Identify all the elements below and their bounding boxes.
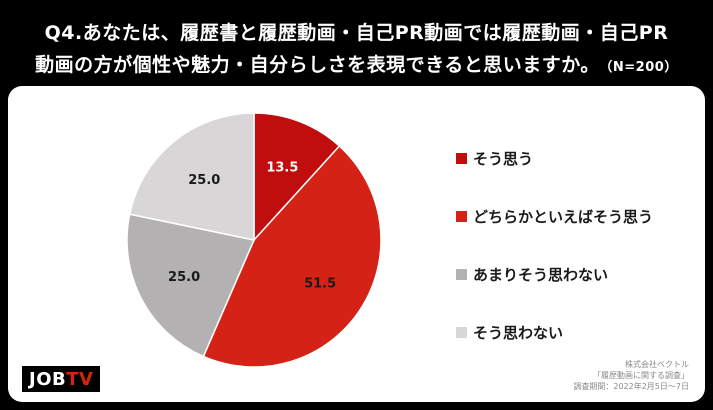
legend-item-2: どちらかといえばそう思う [456,204,653,228]
legend-label-1: そう思う [473,149,534,168]
pie-chart: 13.5 51.5 25.0 25.0 [126,112,382,368]
pie-value-label-1: 13.5 [266,161,298,176]
pie-value-label-4: 25.0 [188,173,220,188]
legend-item-4: そう思わない [456,320,563,344]
source-survey: 「履歴動画に関する調査」 [593,371,689,380]
chart-title-line1: Q4.あなたは、履歴書と履歴動画・自己PR動画では履歴動画・自己PR [44,22,669,44]
logo-tv: TV [66,368,94,390]
chart-title-line2: 動画の方が個性や魅力・自分らしさを表現できると思いますか。 （N=200） [8,50,705,77]
chart-title-line2-text: 動画の方が個性や魅力・自分らしさを表現できると思いますか。 [35,54,600,76]
legend-swatch-1 [456,152,467,164]
legend-swatch-4 [456,326,467,338]
legend-swatch-3 [456,268,467,280]
jobtv-logo: JOB TV [22,366,101,392]
legend-label-3: あまりそう思わない [473,265,609,284]
pie-slice-3 [126,213,256,358]
source-note: 株式会社ベクトル 「履歴動画に関する調査」 調査期間：2022年2月5日〜7日 [573,359,689,392]
pie-value-label-3: 25.0 [168,270,200,285]
legend-label-4: そう思わない [473,323,564,342]
chart-panel: 13.5 51.5 25.0 25.0 そう思うどちらかといえばそう思う あまりそう思わ… [8,86,705,402]
pie-slice-1 [253,112,341,242]
pie-value-label-2: 51.5 [304,277,336,292]
sample-size-note: （N=200） [605,60,678,75]
legend-swatch-2 [456,210,467,222]
source-company: 株式会社ベクトル [625,360,689,369]
header: Q4.あなたは、履歴書と履歴動画・自己PR動画では履歴動画・自己PR 動画の方が… [8,8,705,82]
legend-item-1: そう思う [456,146,533,170]
legend-item-3: あまりそう思わない [456,262,608,286]
pie-slice-4 [128,112,255,241]
pie-slice-2 [202,144,382,368]
source-period: 調査期間：2022年2月5日〜7日 [573,382,689,391]
legend-label-2: どちらかといえばそう思う [473,207,654,226]
logo-job: JOB [29,368,67,390]
